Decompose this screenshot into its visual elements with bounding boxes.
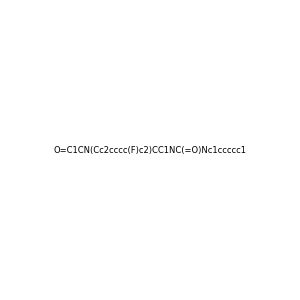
Text: O=C1CN(Cc2cccc(F)c2)CC1NC(=O)Nc1ccccc1: O=C1CN(Cc2cccc(F)c2)CC1NC(=O)Nc1ccccc1 xyxy=(53,146,247,154)
